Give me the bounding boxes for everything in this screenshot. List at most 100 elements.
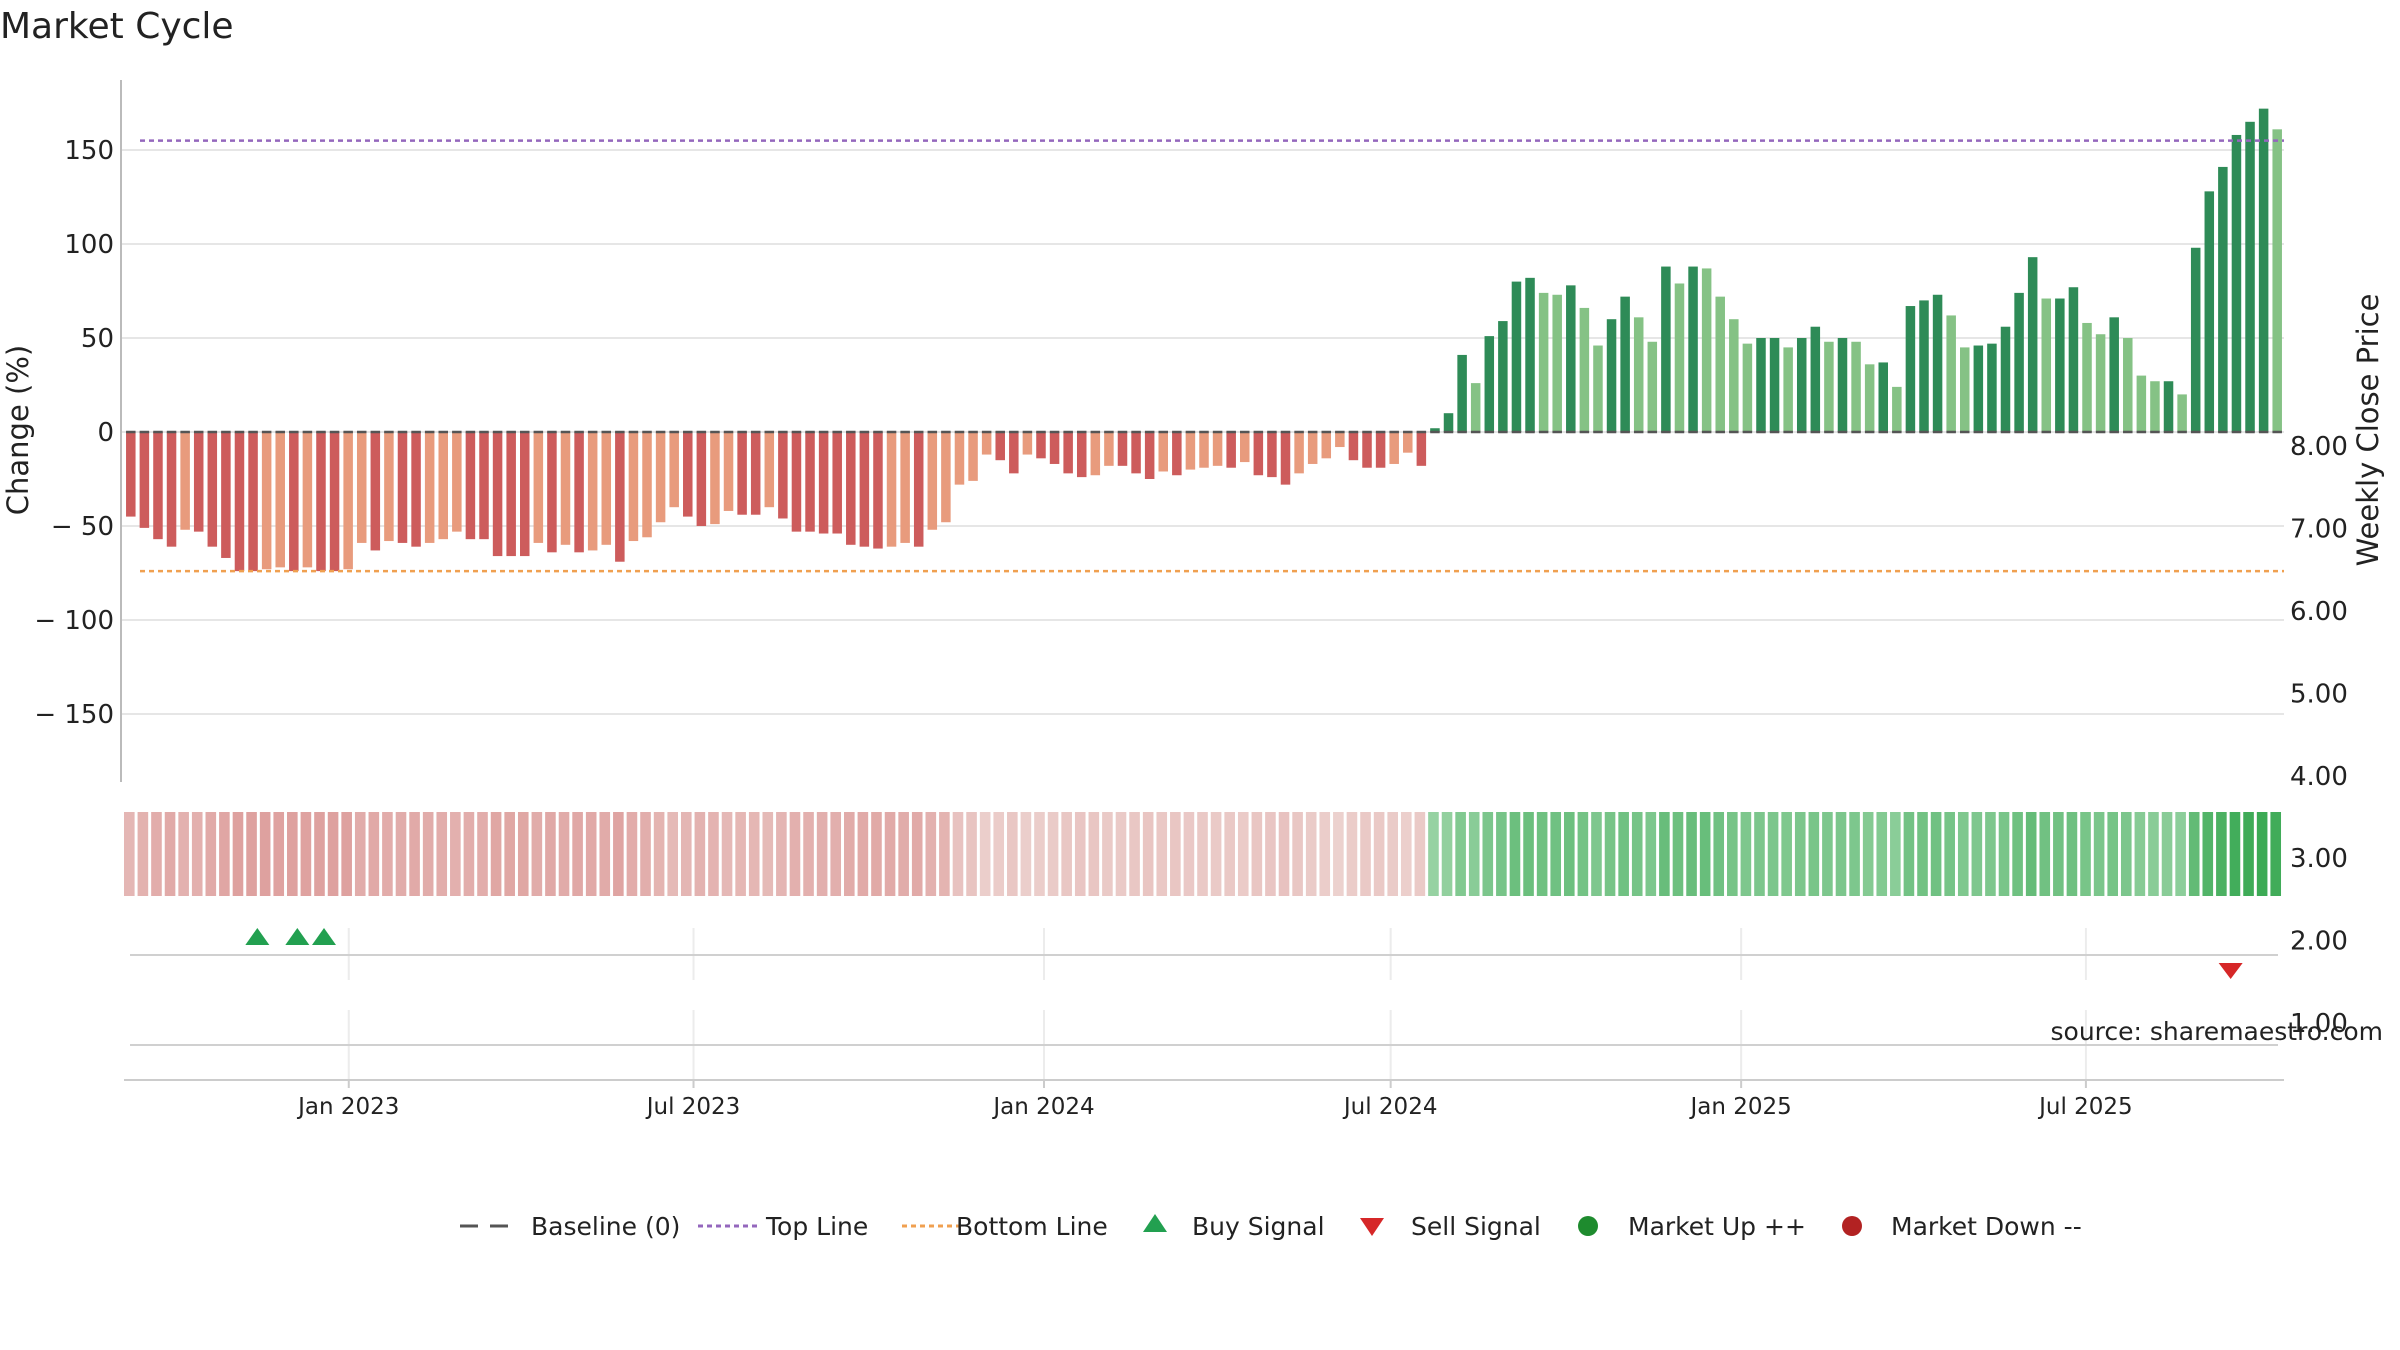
heat-cell: [205, 812, 217, 896]
legend-item: Buy Signal: [1143, 1212, 1325, 1241]
heat-cell: [259, 812, 271, 896]
heat-cell: [1740, 812, 1752, 896]
heat-cell: [1210, 812, 1222, 896]
bar: [737, 432, 747, 515]
buy-signal-marker: [245, 928, 270, 945]
heat-cell: [2066, 812, 2078, 896]
y2-tick-labels: 8.00 7.00 6.00 5.00 4.00 3.00 2.00 1.00: [2290, 432, 2348, 1039]
heat-cell: [816, 812, 828, 896]
heat-cell: [1876, 812, 1888, 896]
bar: [1470, 383, 1481, 432]
heat-cell: [789, 812, 801, 896]
legend-item: Market Up ++: [1578, 1212, 1806, 1241]
bar: [1946, 315, 1956, 432]
bar: [1919, 300, 1929, 432]
bar: [1688, 266, 1698, 432]
heat-cell: [178, 812, 189, 896]
bar: [818, 432, 829, 534]
bar: [1430, 428, 1440, 432]
heat-cell: [871, 812, 882, 896]
heat-cell: [1319, 812, 1331, 896]
circle-icon: [1578, 1216, 1598, 1236]
heat-cell: [1794, 812, 1806, 896]
bar: [1715, 296, 1725, 432]
bar: [2123, 338, 2133, 432]
heat-cell: [680, 812, 692, 896]
bar: [1185, 432, 1196, 470]
heat-cell: [1251, 812, 1263, 896]
bar: [1525, 277, 1535, 432]
heat-cell: [626, 812, 638, 896]
heat-cell: [776, 812, 787, 896]
bar: [1824, 341, 1834, 432]
heat-cell: [1333, 812, 1344, 896]
heat-cell: [2202, 812, 2214, 896]
bar: [1796, 338, 1807, 432]
bar: [2258, 108, 2269, 432]
bar: [153, 432, 163, 540]
bar: [1593, 345, 1603, 432]
y2-tick-label: 7.00: [2290, 515, 2348, 545]
heat-cell: [1849, 812, 1860, 896]
bar: [2218, 166, 2228, 433]
heat-cell: [898, 812, 909, 896]
circle-icon: [1842, 1216, 1862, 1236]
heat-cell: [341, 812, 352, 896]
bar: [234, 432, 245, 572]
y-tick-labels: 150 100 50 0 − 50 − 100 − 150: [34, 136, 114, 730]
heat-cell: [1237, 812, 1249, 896]
bar: [1783, 347, 1793, 432]
bar: [1403, 432, 1413, 453]
bar: [560, 432, 571, 545]
heat-cell: [1631, 812, 1643, 896]
legend-item: Bottom Line: [902, 1212, 1108, 1241]
bar: [2014, 292, 2024, 432]
bar: [1864, 364, 1875, 432]
heat-cell: [1699, 812, 1711, 896]
bar: [615, 432, 625, 562]
heat-cell: [2188, 812, 2200, 896]
bar: [547, 432, 557, 553]
heat-cell: [613, 812, 624, 896]
bar: [683, 432, 693, 517]
bar: [723, 432, 734, 511]
heat-cell: [952, 812, 964, 896]
signal-markers: [245, 928, 2243, 979]
bar: [2082, 322, 2092, 432]
bar: [995, 432, 1005, 461]
bar: [1960, 347, 1970, 432]
bar: [778, 432, 788, 519]
heat-cell: [517, 812, 529, 896]
heat-cell: [382, 812, 393, 896]
heat-cell: [2053, 812, 2064, 896]
heat-cell: [1890, 812, 1901, 896]
heat-cell: [246, 812, 257, 896]
bar: [941, 432, 951, 523]
y-tick-label: − 150: [34, 700, 114, 730]
bar: [1036, 432, 1046, 459]
legend-item: Top Line: [698, 1212, 868, 1241]
x-tick-label: Jan 2024: [991, 1094, 1094, 1120]
bar: [1566, 285, 1576, 432]
heat-cell: [1536, 812, 1548, 896]
heat-cell: [1034, 812, 1045, 896]
heat-cell: [979, 812, 991, 896]
bar: [1579, 307, 1590, 432]
heat-cell: [354, 812, 366, 896]
bar: [2109, 317, 2119, 432]
bar: [1009, 432, 1019, 474]
heat-cell: [748, 812, 760, 896]
bar: [275, 432, 285, 568]
bar: [1131, 432, 1141, 474]
y2-tick-label: 5.00: [2290, 679, 2348, 709]
x-tick-label: Jul 2025: [2037, 1094, 2133, 1120]
bar: [1226, 432, 1236, 468]
bar: [655, 432, 666, 523]
heat-cell: [925, 812, 937, 896]
sell-signal-marker: [2218, 963, 2243, 979]
heat-cell: [1129, 812, 1140, 896]
bar: [1104, 432, 1114, 466]
heat-cell: [1455, 812, 1466, 896]
bar: [601, 432, 612, 545]
bar: [628, 432, 639, 542]
